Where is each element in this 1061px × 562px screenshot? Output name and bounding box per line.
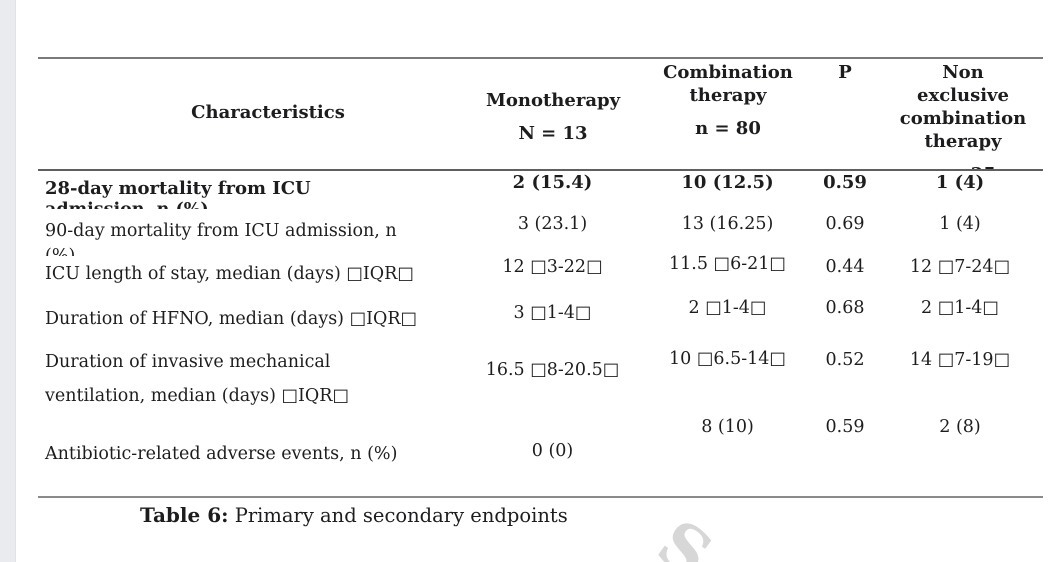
row-label-90day-mortality-clipped-line: (%)	[45, 246, 76, 256]
cell-28day-monotherapy: 2 (15.4)	[512, 172, 593, 193]
cell-90day-combination: 13 (16.25)	[681, 214, 774, 234]
cell-28day-non-exclusive: 1 (4)	[935, 172, 985, 193]
row-label-90day-mortality: 90-day mortality from ICU admission, n	[45, 221, 397, 241]
table-top-rule	[38, 57, 1043, 59]
table-header-rule	[38, 169, 1043, 171]
cell-hfno-p: 0.68	[825, 298, 865, 318]
column-header-p-value: P	[838, 62, 852, 83]
cell-icu-los-p: 0.44	[825, 257, 865, 277]
cell-hfno-monotherapy: 3 □1-4□	[513, 303, 592, 323]
cell-28day-p: 0.59	[823, 172, 867, 193]
table-caption-title: Primary and secondary endpoints	[228, 504, 568, 527]
page-left-margin-strip	[0, 0, 16, 562]
column-header-non-exclusive-name: Non exclusive combination therapy	[899, 62, 1027, 152]
column-header-characteristics: Characteristics	[191, 102, 345, 123]
cell-imv-p: 0.52	[825, 350, 865, 370]
cell-90day-non-exclusive: 1 (4)	[939, 214, 981, 234]
column-header-monotherapy-n: N = 13	[518, 123, 588, 144]
cell-imv-non-exclusive: 14 □7-19□	[909, 350, 1011, 370]
row-label-duration-hfno: Duration of HFNO, median (days) □IQR□	[45, 309, 418, 329]
row-label-28day-mortality: 28-day mortality from ICU	[45, 178, 311, 199]
row-label-antibiotic-adverse-events: Antibiotic-related adverse events, n (%)	[45, 444, 398, 464]
column-header-combination-therapy: Combination therapy n = 80	[648, 61, 808, 140]
table-caption: Table 6: Primary and secondary endpoints	[140, 503, 568, 527]
column-header-monotherapy: Monotherapy N = 13	[468, 84, 638, 150]
cell-adverse-monotherapy: 0 (0)	[531, 441, 574, 461]
column-header-combination-n: n = 80	[695, 118, 761, 139]
cell-adverse-non-exclusive: 2 (8)	[939, 417, 981, 437]
column-header-combination-name: Combination therapy	[663, 62, 793, 106]
row-label-28day-mortality-clipped-line: admission, n (%)	[45, 200, 465, 209]
table-caption-number: Table 6:	[140, 503, 229, 527]
cell-adverse-p: 0.59	[825, 417, 865, 437]
watermark-letter: S	[648, 510, 726, 562]
cell-imv-combination: 10 □6.5-14□	[669, 349, 786, 369]
cell-imv-monotherapy: 16.5 □8-20.5□	[485, 360, 620, 380]
column-header-non-exclusive-n-clipped: n = 25	[896, 163, 1030, 169]
cell-90day-p: 0.69	[825, 214, 865, 234]
cell-icu-los-monotherapy: 12 □3-22□	[502, 257, 603, 277]
column-header-non-exclusive-combination: Non exclusive combination therapy n = 25	[896, 61, 1030, 169]
cell-28day-combination: 10 (12.5)	[681, 172, 774, 193]
watermark: S	[648, 510, 778, 562]
cell-icu-los-combination: 11.5 □6-21□	[669, 254, 786, 274]
cell-90day-monotherapy: 3 (23.1)	[517, 214, 588, 234]
cell-adverse-combination: 8 (10)	[701, 417, 754, 437]
cell-icu-los-non-exclusive: 12 □7-24□	[909, 257, 1011, 277]
cell-hfno-combination: 2 □1-4□	[688, 298, 767, 318]
table-bottom-rule	[38, 496, 1043, 498]
column-header-monotherapy-name: Monotherapy	[485, 90, 621, 111]
cell-hfno-non-exclusive: 2 □1-4□	[921, 298, 999, 318]
row-label-icu-length-of-stay: ICU length of stay, median (days) □IQR□	[45, 264, 414, 284]
row-label-invasive-ventilation: Duration of invasive mechanical ventilat…	[45, 352, 349, 406]
